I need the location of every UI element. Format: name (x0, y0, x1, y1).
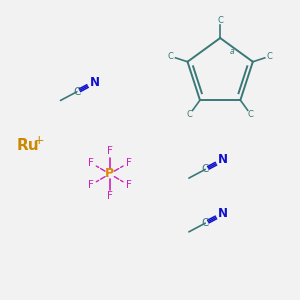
Text: F: F (88, 158, 94, 168)
Text: F: F (107, 146, 112, 157)
Text: +: + (33, 134, 44, 147)
Text: a: a (229, 46, 234, 56)
Text: N: N (90, 76, 100, 89)
Text: F: F (88, 180, 94, 190)
Text: C: C (248, 110, 254, 119)
Text: N: N (218, 153, 228, 167)
Text: Ru: Ru (17, 138, 40, 153)
Text: P: P (105, 167, 114, 180)
Text: F: F (126, 158, 132, 168)
Text: C: C (167, 52, 173, 61)
Text: C: C (202, 164, 209, 174)
Text: F: F (107, 191, 112, 201)
Text: C: C (73, 87, 80, 97)
Text: C: C (267, 52, 273, 61)
Text: N: N (218, 207, 228, 220)
Text: C: C (187, 110, 192, 119)
Text: F: F (126, 180, 132, 190)
Text: C: C (202, 218, 209, 228)
Text: C: C (217, 16, 223, 25)
